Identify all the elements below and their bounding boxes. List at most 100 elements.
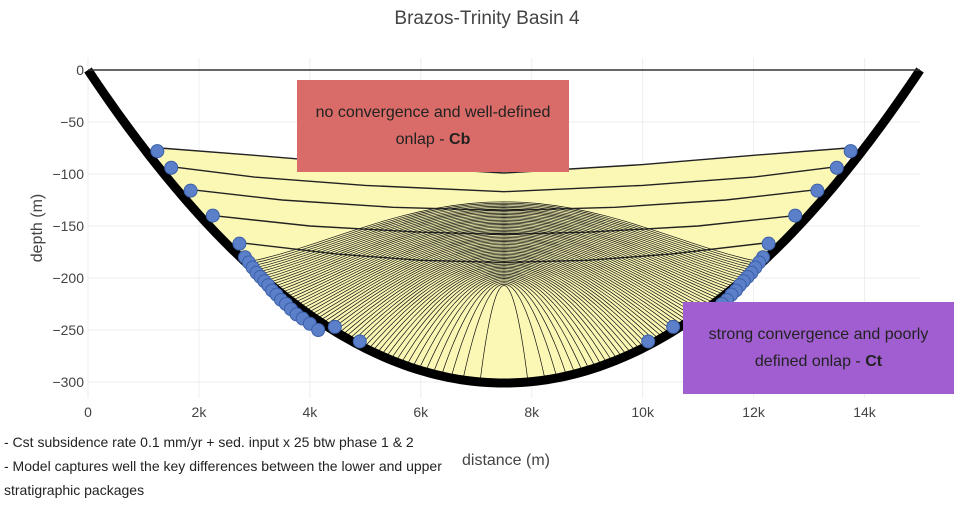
y-tick-label: −150 [52,218,84,234]
note-line: - Model captures well the key difference… [4,458,442,498]
x-tick-labels: 0 2k 4k 6k 8k 10k 12k 14k [84,404,877,420]
lower-horizon [261,211,747,277]
lower-horizon [334,249,674,332]
lower-horizon [254,207,754,271]
lower-horizon [376,265,632,354]
y-tick-labels: 0 −50 −100 −150 −200 −250 −300 [52,62,84,390]
lower-horizon [307,236,701,314]
chart-title: Brazos-Trinity Basin 4 [394,8,580,29]
basin-floor-line [84,67,924,388]
lower-horizon [390,269,618,360]
lower-horizon [371,263,637,352]
upper-horizon [239,241,769,264]
lower-horizon [363,261,645,348]
note-line: - Cst subsidence rate 0.1 mm/yr + sed. i… [4,434,414,450]
onlap-point [327,319,342,334]
lower-horizon [298,232,710,308]
lower-horizon [245,201,763,263]
lower-horizon [385,268,623,358]
lower-horizon [352,256,656,342]
y-tick-label: 0 [76,62,84,78]
y-tick-label: −300 [52,374,84,390]
notes: - Cst subsidence rate 0.1 mm/yr + sed. i… [4,430,474,502]
lower-horizon [288,226,720,300]
lower-horizon [432,279,576,375]
onlap-point [205,208,220,223]
x-tick-label: 2k [192,404,208,420]
upper-horizon [212,214,796,236]
lower-horizon [359,259,649,346]
lower-horizon [268,215,740,284]
annotation-ct: strong convergence and poorly defined on… [683,302,954,394]
lower-horizon [341,252,667,336]
lower-horizon [344,253,664,338]
lower-horizon [310,238,698,316]
upper-horizon [190,188,818,212]
lower-horizon [273,218,735,288]
y-tick-label: −50 [60,114,84,130]
lower-horizon [462,283,546,381]
lower-horizon [290,228,718,302]
x-tick-label: 10k [631,404,655,420]
lower-horizon [328,246,680,328]
onlap-point [761,236,776,251]
lower-horizon [285,225,723,298]
onlap-point [352,334,367,349]
annotation-cb-label: Cb [449,131,471,148]
lower-horizon [278,221,730,292]
onlap-point [183,183,198,198]
lower-horizon [283,224,725,296]
upper-horizon [171,166,837,193]
x-tick-label: 12k [742,404,766,420]
onlap-point [164,160,179,175]
lower-horizon [380,266,628,356]
lower-horizon [275,219,733,290]
lower-horizon [321,243,687,324]
lower-horizon [312,239,696,318]
onlap-point [150,144,165,159]
y-tick-label: −200 [52,270,84,286]
y-axis-title: depth (m) [29,194,46,262]
lower-horizon [405,273,603,366]
lower-horizon [293,229,715,304]
onlap-point [810,183,825,198]
onlap-point [666,319,681,334]
lower-horizon [304,235,704,312]
lower-horizon [250,204,758,267]
lower-horizon [315,241,693,320]
onlap-point [788,208,803,223]
lower-horizon [425,278,583,373]
lower-horizon [395,270,613,362]
lower-horizon [265,214,743,281]
annotation-ct-text: strong convergence and poorly defined on… [708,326,929,370]
annotation-cb-text: no convergence and well-defined onlap - [315,104,551,148]
x-tick-label: 6k [413,404,429,420]
lower-horizon [338,251,670,334]
lower-horizon [318,242,690,322]
y-tick-label: −250 [52,322,84,338]
onlap-point [829,160,844,175]
lower-horizon [247,202,761,265]
upper-package-horizons [160,147,848,264]
onlap-point [311,323,326,337]
annotation-ct-label: Ct [865,353,883,370]
x-tick-label: 4k [302,404,318,420]
lower-horizon [411,275,597,368]
x-tick-label: 0 [84,404,92,420]
x-axis-title: distance (m) [462,452,550,469]
lower-horizon [280,222,728,294]
lower-horizon [450,282,558,378]
x-tick-label: 8k [524,404,540,420]
lower-horizon [325,245,683,326]
lower-horizon [400,272,608,364]
lower-package-horizons [245,201,763,383]
y-tick-label: −100 [52,166,84,182]
lower-horizon [348,255,660,340]
annotation-cb: no convergence and well-defined onlap - … [297,80,569,172]
lower-horizon [418,276,590,370]
onlap-point [232,236,247,251]
onlap-point [641,334,656,349]
onlap-point [843,144,858,159]
lower-horizon [296,231,712,306]
